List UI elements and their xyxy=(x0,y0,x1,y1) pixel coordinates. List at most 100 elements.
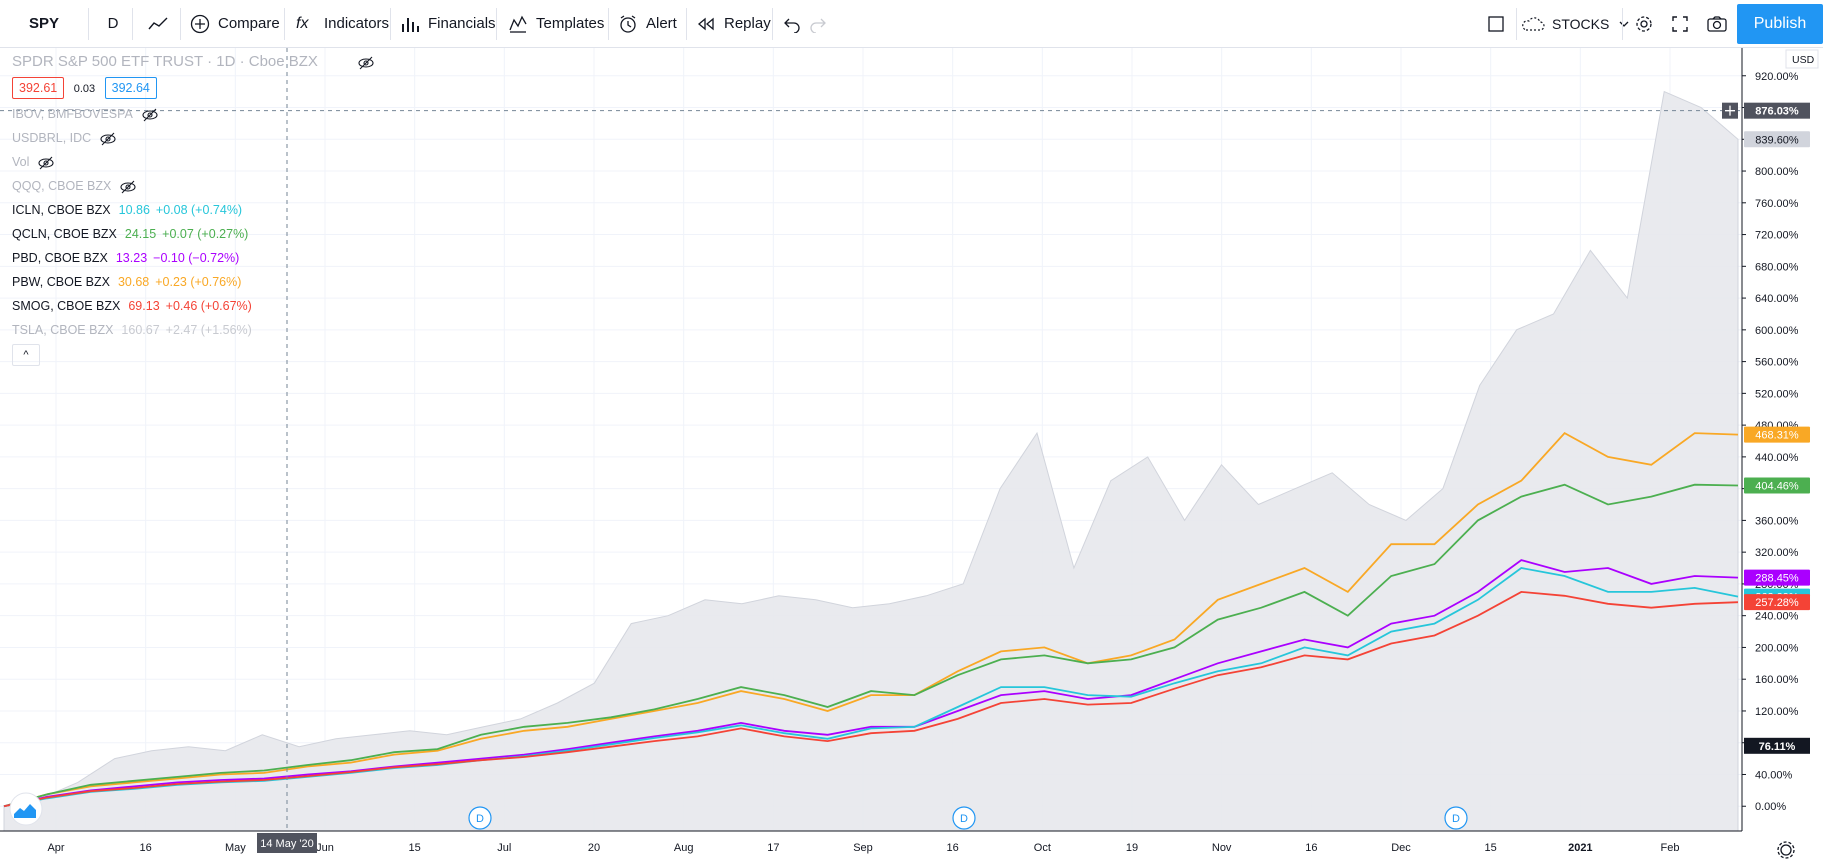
currency-unit-label: USD xyxy=(1792,54,1815,66)
undo-button[interactable] xyxy=(780,0,804,47)
tradingview-logo-icon[interactable] xyxy=(9,792,43,826)
fullscreen-button[interactable] xyxy=(1664,0,1696,47)
alarm-clock-icon xyxy=(620,14,636,33)
financials-label: Financials xyxy=(428,15,496,32)
x-tick-label: Oct xyxy=(1034,842,1051,854)
eye-crossed-icon[interactable] xyxy=(99,132,117,146)
indicators-button[interactable]: fx Indicators xyxy=(296,0,389,47)
line-chart-icon xyxy=(148,17,168,29)
last-value-bg xyxy=(1744,131,1810,148)
legend-item-change: +0.08 (+0.74%) xyxy=(155,203,243,217)
chart-style-button[interactable] xyxy=(138,0,178,47)
symbol-search-button[interactable]: SPY xyxy=(0,0,88,47)
legend-item-name: IBOV, BMFBOVESPA xyxy=(12,107,133,121)
y-tick-label: 240.00% xyxy=(1755,611,1799,623)
legend-item[interactable]: Vol xyxy=(12,150,375,174)
price-axis[interactable]: 0.00%40.00%80.00%120.00%160.00%200.00%24… xyxy=(1741,48,1823,864)
financials-button[interactable]: Financials xyxy=(400,0,496,47)
eye-crossed-icon[interactable] xyxy=(357,56,375,70)
legend-item[interactable]: ICLN, CBOE BZX 10.86 +0.08 (+0.74%) xyxy=(12,198,375,222)
legend-item[interactable]: PBW, CBOE BZX 30.68 +0.23 (+0.76%) xyxy=(12,270,375,294)
x-tick-label: Nov xyxy=(1212,842,1232,854)
legend-item[interactable]: IBOV, BMFBOVESPA xyxy=(12,102,375,126)
templates-icon xyxy=(509,15,527,33)
interval-button[interactable]: D xyxy=(96,0,130,47)
chart-area[interactable]: 0.00%40.00%80.00%120.00%160.00%200.00%24… xyxy=(0,48,1823,864)
legend-collapse-row: ^ xyxy=(12,342,375,366)
time-axis[interactable]: Apr 16 May Jun 15 Jul 20 Aug 17 Sep 16 Oct 19 Nov 16 De… xyxy=(0,792,1823,864)
redo-button[interactable] xyxy=(806,0,830,47)
legend-item[interactable]: USDBRL, IDC xyxy=(12,126,375,150)
settings-button[interactable] xyxy=(1628,0,1660,47)
logo-glyph xyxy=(14,804,36,818)
legend: SPDR S&P 500 ETF TRUST · 1D · Cboe BZX 3… xyxy=(12,50,375,366)
y-tick-label: 120.00% xyxy=(1755,706,1799,718)
dividend-marker[interactable]: D xyxy=(1444,806,1468,830)
series-area-tsla xyxy=(3,90,1739,839)
axis-extra-label: 876.03% xyxy=(1744,102,1810,119)
series-line-pbd xyxy=(3,559,1739,808)
last-value-bg xyxy=(1744,477,1810,494)
x-tick-label: Dec xyxy=(1391,842,1411,854)
legend-item[interactable]: QQQ, CBOE BZX xyxy=(12,174,375,198)
compare-button[interactable]: Compare xyxy=(190,0,280,47)
series-line-smog xyxy=(3,590,1739,808)
dividend-marker[interactable]: D xyxy=(952,806,976,830)
last-value-label: 839.60% xyxy=(1755,134,1799,146)
currency-unit[interactable]: USD xyxy=(1785,49,1819,69)
x-tick-label: 2021 xyxy=(1568,842,1592,854)
crosshair-plus-icon[interactable] xyxy=(1722,102,1738,119)
last-value-badge-smog: 257.28% xyxy=(1744,594,1810,611)
eye-crossed-icon[interactable] xyxy=(119,180,137,194)
quote-row: 392.61 0.03 392.64 xyxy=(12,74,375,102)
last-value-bg xyxy=(1744,569,1810,586)
gear-outer xyxy=(1777,841,1795,859)
legend-item[interactable]: PBD, CBOE BZX 13.23 −0.10 (−0.72%) xyxy=(12,246,375,270)
axis-extra-label-text: 876.03% xyxy=(1755,106,1799,118)
legend-item-change: +2.47 (+1.56%) xyxy=(165,323,252,337)
dividend-marker-label: D xyxy=(1452,813,1460,825)
axis-extra-label-bg xyxy=(1744,737,1810,754)
legend-item-value: 24.15 xyxy=(124,227,157,241)
legend-item[interactable]: TSLA, CBOE BZX 160.67 +2.47 (+1.56%) xyxy=(12,318,375,342)
last-value-bg xyxy=(1744,426,1810,443)
series-line-pbw xyxy=(3,431,1739,808)
dividend-marker-circle xyxy=(468,806,492,830)
divider xyxy=(132,8,133,40)
layout-menu-button[interactable]: STOCKS xyxy=(1520,0,1631,47)
legend-item[interactable]: QCLN, CBOE BZX 24.15 +0.07 (+0.27%) xyxy=(12,222,375,246)
y-tick-label: 720.00% xyxy=(1755,230,1799,242)
legend-item[interactable]: SMOG, CBOE BZX 69.13 +0.46 (+0.67%) xyxy=(12,294,375,318)
collapse-legend-button[interactable]: ^ xyxy=(12,344,40,366)
bid-price[interactable]: 392.61 xyxy=(12,77,65,99)
legend-item-value: 10.86 xyxy=(118,203,150,217)
dividend-marker[interactable]: D xyxy=(468,806,492,830)
legend-item-value: 13.23 xyxy=(115,251,148,265)
last-value-label: 257.28% xyxy=(1755,597,1799,609)
gear-inner xyxy=(1780,844,1792,856)
y-tick-label: 560.00% xyxy=(1755,357,1799,369)
divider xyxy=(1516,8,1517,40)
ask-price[interactable]: 392.64 xyxy=(104,77,157,99)
templates-button[interactable]: Templates xyxy=(508,0,604,47)
x-tick-label: 16 xyxy=(947,842,959,854)
publish-button[interactable]: Publish xyxy=(1737,4,1823,44)
snapshot-button[interactable] xyxy=(1700,0,1734,47)
square-icon xyxy=(1488,15,1504,32)
y-tick-label: 760.00% xyxy=(1755,198,1799,210)
alert-button[interactable]: Alert xyxy=(618,0,677,47)
gear-icon xyxy=(1636,15,1652,32)
legend-item-name: Vol xyxy=(12,155,30,169)
eye-crossed-icon[interactable] xyxy=(141,108,159,122)
rewind-icon xyxy=(697,17,714,30)
undo-icon xyxy=(784,18,800,33)
legend-item-name: PBD, CBOE BZX xyxy=(12,251,108,265)
select-layout-button[interactable] xyxy=(1480,0,1512,47)
eye-crossed-icon[interactable] xyxy=(37,156,55,170)
legend-item-name: ICLN, CBOE BZX xyxy=(12,203,111,217)
y-tick-label: 640.00% xyxy=(1755,293,1799,305)
fullscreen-icon xyxy=(1672,15,1688,32)
axis-settings-icon[interactable] xyxy=(1777,841,1795,859)
replay-button[interactable]: Replay xyxy=(696,0,771,47)
